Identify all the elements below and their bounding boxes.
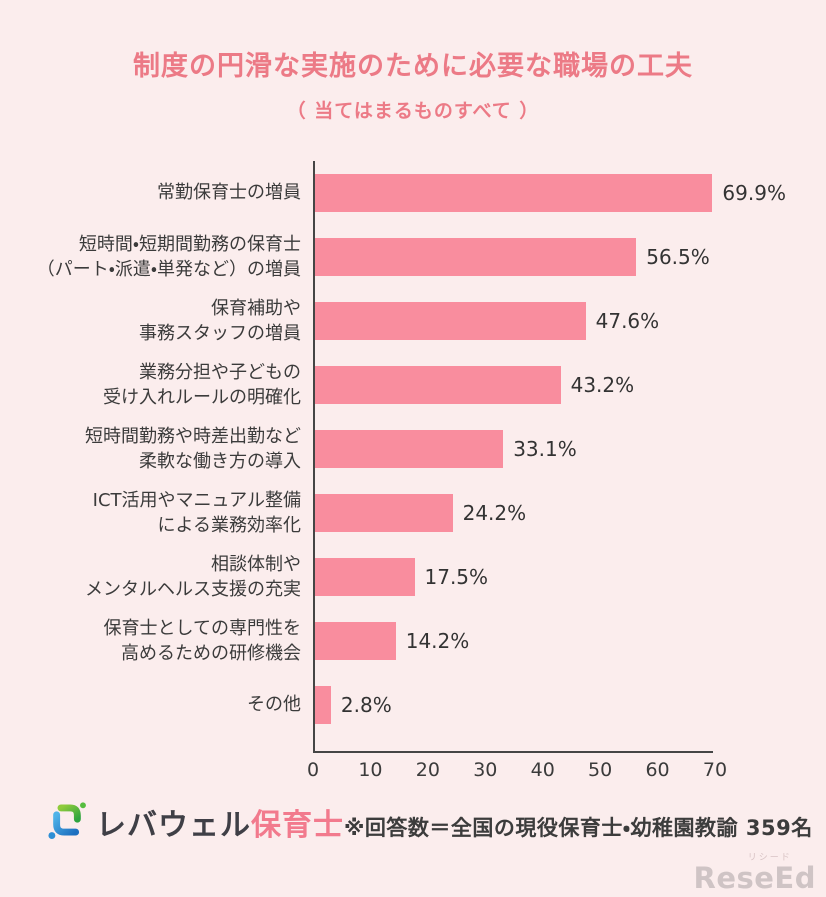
- x-tick-label: 50: [588, 759, 613, 781]
- reseed-watermark: リシード ReseEd: [694, 854, 817, 893]
- bar-value-label: 33.1%: [513, 437, 577, 461]
- bar-row: 2.8%: [315, 673, 713, 737]
- watermark-ruby: リシード: [747, 853, 792, 863]
- bar-value-label: 17.5%: [424, 565, 489, 589]
- x-tick-label: 10: [358, 759, 383, 781]
- logo-product-text: 保育士: [251, 808, 344, 843]
- category-label: 短時間勤務や時差出勤など 柔軟な働き方の導入: [85, 425, 301, 472]
- category-label: 相談体制や メンタルヘルス支援の充実: [85, 553, 301, 600]
- bars-area: 69.9% 56.5% 47.6% 43.2% 33.1% 24.2% 17.5% 14.2%…: [313, 161, 786, 753]
- bar-row: 17.5%: [315, 545, 713, 609]
- bar: [315, 494, 453, 532]
- chart-subtitle: （ 当てはまるものすべて ）: [286, 100, 540, 122]
- bar: [315, 430, 504, 468]
- bar: [315, 302, 586, 340]
- category-labels-column: 常勤保育士の増員短時間・短期間勤務の保育士 （パート・派遣・単発など）の増員保育…: [0, 161, 313, 783]
- brand-logo: レバウェル保育士: [48, 800, 344, 844]
- levwell-logo-icon: [48, 800, 86, 844]
- bar-value-label: 24.2%: [462, 501, 527, 525]
- bar-row: 69.9%: [315, 161, 786, 225]
- x-tick-label: 70: [702, 759, 728, 781]
- bar: [315, 366, 561, 404]
- bar-row: 24.2%: [315, 481, 713, 545]
- bar-value-label: 47.6%: [595, 309, 660, 333]
- bar-row: 14.2%: [315, 609, 713, 673]
- x-axis: 0 10 20 30 40 50 60 70: [307, 753, 727, 783]
- bar-value-label: 69.9%: [722, 181, 786, 205]
- bar: [315, 622, 396, 660]
- watermark-text: ReseEd: [693, 861, 816, 895]
- category-label: 業務分担や子どもの 受け入れルールの明確化: [103, 361, 301, 408]
- x-tick-label: 60: [645, 759, 670, 781]
- x-tick-label: 40: [530, 759, 555, 781]
- bar-row: 43.2%: [315, 353, 713, 417]
- bar: [315, 686, 331, 724]
- bar-row: 56.5%: [315, 225, 713, 289]
- bar: [315, 174, 713, 212]
- category-label: 保育士としての専門性を 高めるための研修機会: [103, 617, 301, 664]
- bar-row: 33.1%: [315, 417, 713, 481]
- chart-title: 制度の円滑な実施のために必要な職場の工夫: [133, 51, 693, 82]
- bar: [315, 238, 637, 276]
- logo-wordmark: レバウェル保育士: [96, 800, 344, 844]
- bar-value-label: 56.5%: [646, 245, 710, 269]
- horizontal-bar-chart: 常勤保育士の増員短時間・短期間勤務の保育士 （パート・派遣・単発など）の増員保育…: [0, 161, 826, 783]
- logo-brand-text: レバウェル: [96, 808, 251, 843]
- bar-value-label: 2.8%: [340, 693, 392, 717]
- category-label: ICT活用やマニュアル整備 による業務効率化: [92, 489, 301, 536]
- plot-area: 69.9% 56.5% 47.6% 43.2% 33.1% 24.2% 17.5% 14.2%…: [307, 161, 826, 783]
- x-tick-label: 20: [415, 759, 440, 781]
- category-label: 常勤保育士の増員: [157, 182, 301, 204]
- bar-value-label: 43.2%: [570, 373, 635, 397]
- category-label: 保育補助や 事務スタッフの増員: [139, 297, 301, 344]
- bar-row: 47.6%: [315, 289, 713, 353]
- x-tick-label: 0: [306, 759, 320, 781]
- bar-value-label: 14.2%: [405, 629, 470, 653]
- category-label: 短時間・短期間勤務の保育士 （パート・派遣・単発など）の増員: [36, 233, 301, 280]
- sample-size-note: ※回答数＝全国の現役保育士・幼稚園教諭 359名: [344, 816, 813, 840]
- bar: [315, 558, 415, 596]
- category-label: その他: [247, 694, 301, 716]
- x-tick-label: 30: [473, 759, 498, 781]
